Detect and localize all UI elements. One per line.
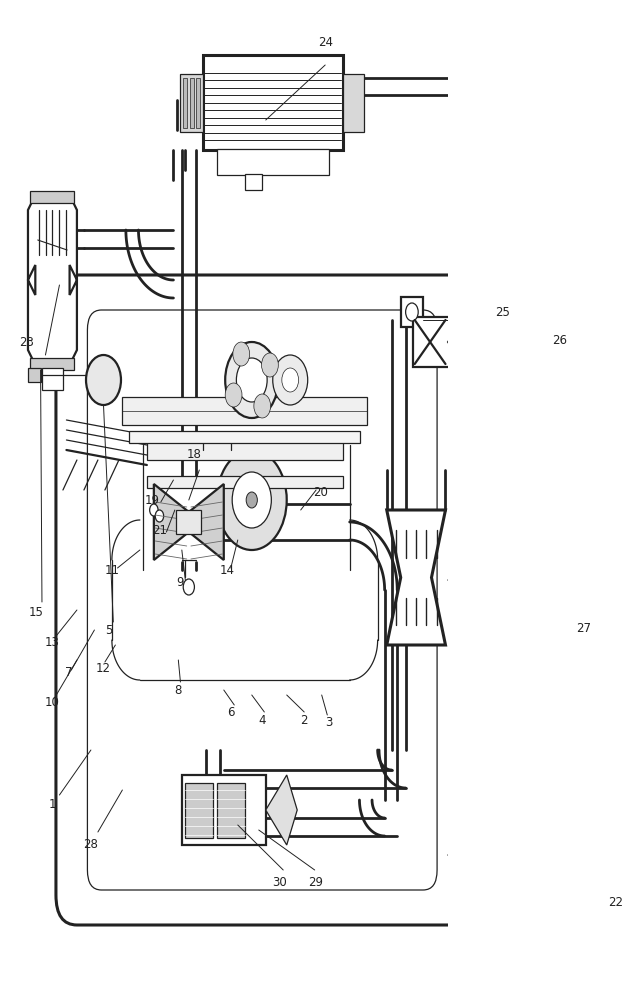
Text: 23: 23 xyxy=(19,336,34,349)
Circle shape xyxy=(183,579,194,595)
Text: 7: 7 xyxy=(65,666,72,678)
Polygon shape xyxy=(28,200,77,360)
Circle shape xyxy=(149,504,158,516)
Text: 25: 25 xyxy=(495,306,510,318)
Text: 28: 28 xyxy=(83,838,98,852)
Text: 6: 6 xyxy=(227,706,235,718)
Circle shape xyxy=(225,383,242,407)
Text: 27: 27 xyxy=(576,621,592,635)
Text: 10: 10 xyxy=(45,696,60,708)
Circle shape xyxy=(246,492,257,508)
Bar xyxy=(185,783,213,838)
Text: 15: 15 xyxy=(29,605,44,618)
Text: 19: 19 xyxy=(145,493,160,506)
Text: 2: 2 xyxy=(301,714,308,726)
Text: 29: 29 xyxy=(308,876,324,888)
Circle shape xyxy=(254,394,271,418)
Circle shape xyxy=(155,510,163,522)
Text: 13: 13 xyxy=(45,636,60,648)
Bar xyxy=(203,55,343,150)
Polygon shape xyxy=(447,312,490,372)
Bar xyxy=(245,174,262,190)
Bar xyxy=(413,317,451,367)
Bar xyxy=(182,775,266,845)
Circle shape xyxy=(233,342,249,366)
Bar xyxy=(217,149,329,175)
Circle shape xyxy=(225,342,278,418)
Bar xyxy=(196,78,200,128)
Bar xyxy=(30,358,74,370)
Text: 20: 20 xyxy=(313,486,328,498)
Text: 3: 3 xyxy=(325,716,333,728)
Text: 30: 30 xyxy=(272,876,287,888)
Bar xyxy=(147,476,343,488)
Text: 14: 14 xyxy=(220,564,235,576)
Circle shape xyxy=(262,353,278,377)
Circle shape xyxy=(406,303,418,321)
Bar xyxy=(122,397,367,425)
Bar xyxy=(30,191,74,203)
Text: 24: 24 xyxy=(318,35,333,48)
Text: 8: 8 xyxy=(174,684,182,696)
Polygon shape xyxy=(387,510,445,645)
Text: 4: 4 xyxy=(258,714,266,726)
Bar xyxy=(176,510,201,534)
Text: 21: 21 xyxy=(152,524,167,536)
Bar xyxy=(190,78,194,128)
Circle shape xyxy=(272,355,308,405)
Text: 1: 1 xyxy=(49,798,56,812)
Text: 18: 18 xyxy=(187,448,202,462)
FancyBboxPatch shape xyxy=(56,275,469,925)
Bar xyxy=(183,78,187,128)
Bar xyxy=(42,368,63,390)
Circle shape xyxy=(232,472,271,528)
FancyBboxPatch shape xyxy=(87,310,437,890)
Text: 9: 9 xyxy=(177,576,184,588)
Bar xyxy=(147,442,343,460)
Bar xyxy=(28,368,40,382)
Bar xyxy=(217,783,245,838)
Bar xyxy=(401,297,423,327)
Circle shape xyxy=(282,368,299,392)
Bar xyxy=(180,74,203,132)
Text: 26: 26 xyxy=(552,334,567,347)
Bar xyxy=(343,74,363,132)
Bar xyxy=(129,431,360,443)
Polygon shape xyxy=(266,775,297,845)
Circle shape xyxy=(237,358,267,402)
Polygon shape xyxy=(189,484,224,560)
Text: 5: 5 xyxy=(104,624,112,637)
Circle shape xyxy=(217,450,287,550)
Text: 12: 12 xyxy=(96,662,111,674)
Text: 11: 11 xyxy=(104,564,119,576)
Polygon shape xyxy=(154,484,189,560)
Text: 22: 22 xyxy=(608,896,623,908)
Circle shape xyxy=(86,355,121,405)
